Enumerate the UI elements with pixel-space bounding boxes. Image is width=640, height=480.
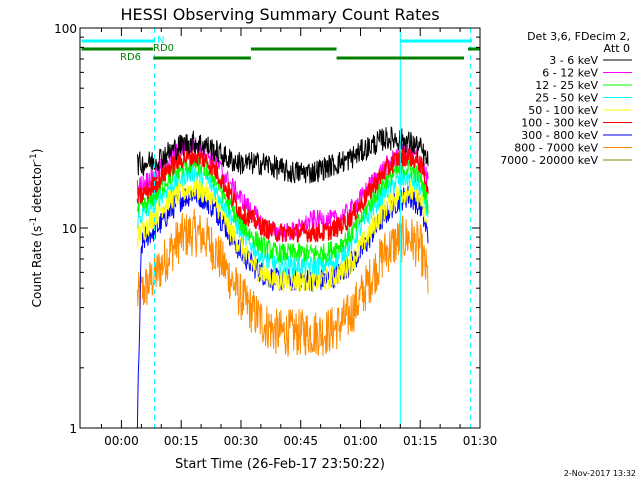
footer-date: 2-Nov-2017 13:32 [564,469,636,478]
y-axis-label: Count Rate (s-1 detector-1) [29,149,44,308]
y-axis-label-mid: detector [30,162,44,217]
chart-title: HESSI Observing Summary Count Rates [120,5,439,24]
x-tick-label: 00:00 [104,434,139,448]
y-tick-label: 1 [69,422,77,436]
legend-label: 25 - 50 keV [535,92,598,105]
legend-title: Det 3,6, FDecim 2, [527,30,630,43]
y-tick-label: 100 [54,22,77,36]
legend-label: 300 - 800 keV [521,129,598,142]
flag-label-n: N [157,35,164,46]
x-axis-label: Start Time (26-Feb-17 23:50:22) [175,457,385,472]
x-tick-label: 01:30 [463,434,498,448]
legend-label: 12 - 25 keV [535,79,598,92]
x-tick-label: 01:00 [343,434,378,448]
series-line [136,147,429,244]
series-line [136,126,429,184]
series-line [136,176,429,292]
series-line [136,208,429,357]
legend-label: 100 - 300 keV [521,117,598,130]
series-line [136,184,429,429]
legend-label: 3 - 6 keV [549,54,598,67]
x-tick-label: 00:30 [224,434,259,448]
series-line [136,163,429,278]
y-axis-label-end: ) [30,149,44,154]
y-axis-label-sup: -1 [29,217,39,226]
x-tick-label: 00:15 [164,434,199,448]
legend-label: 7000 - 20000 keV [500,154,598,167]
flag-label-rd0: RD0 [153,43,174,54]
legend-label: 50 - 100 keV [528,104,598,117]
y-tick-label: 10 [62,222,77,236]
legend-label: 6 - 12 keV [542,67,598,80]
legend-subtitle: Att 0 [604,42,630,55]
y-axis-label-main: Count Rate (s [30,226,44,308]
legend-label: 800 - 7000 keV [514,142,598,155]
series-line [136,154,429,264]
y-axis-label-sup2: -1 [29,153,39,162]
flag-label-rd6: RD6 [120,52,141,63]
x-tick-label: 00:45 [283,434,318,448]
x-tick-label: 01:15 [403,434,438,448]
